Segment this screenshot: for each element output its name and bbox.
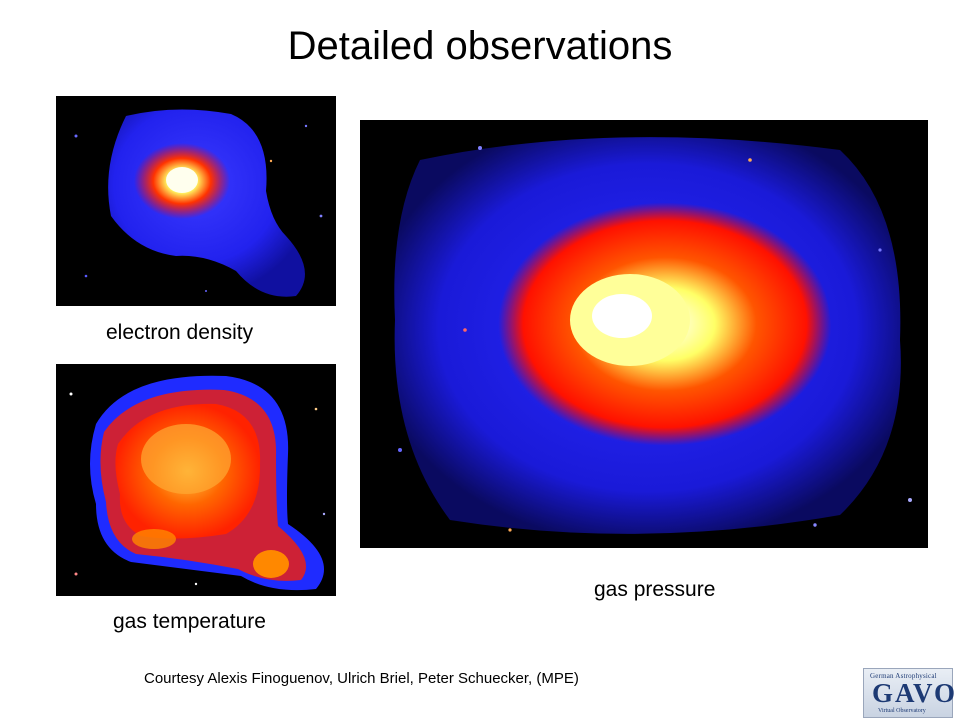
gas-temperature-image bbox=[56, 364, 336, 596]
image-credit: Courtesy Alexis Finoguenov, Ulrich Briel… bbox=[144, 670, 579, 687]
gavo-logo-wordmark: GAVO bbox=[872, 678, 957, 708]
gas-temperature-caption: gas temperature bbox=[113, 610, 266, 633]
electron-density-image bbox=[56, 96, 336, 306]
gas-pressure-image bbox=[360, 120, 928, 548]
gavo-logo-bottom-text: Virtual Observatory bbox=[878, 708, 926, 714]
slide-title: Detailed observations bbox=[287, 24, 673, 68]
gavo-logo-top-text: German Astrophysical bbox=[870, 672, 937, 680]
gavo-logo: German Astrophysical GAVO Virtual Observ… bbox=[863, 668, 955, 718]
gas-pressure-caption: gas pressure bbox=[594, 578, 716, 601]
electron-density-caption: electron density bbox=[106, 321, 254, 344]
